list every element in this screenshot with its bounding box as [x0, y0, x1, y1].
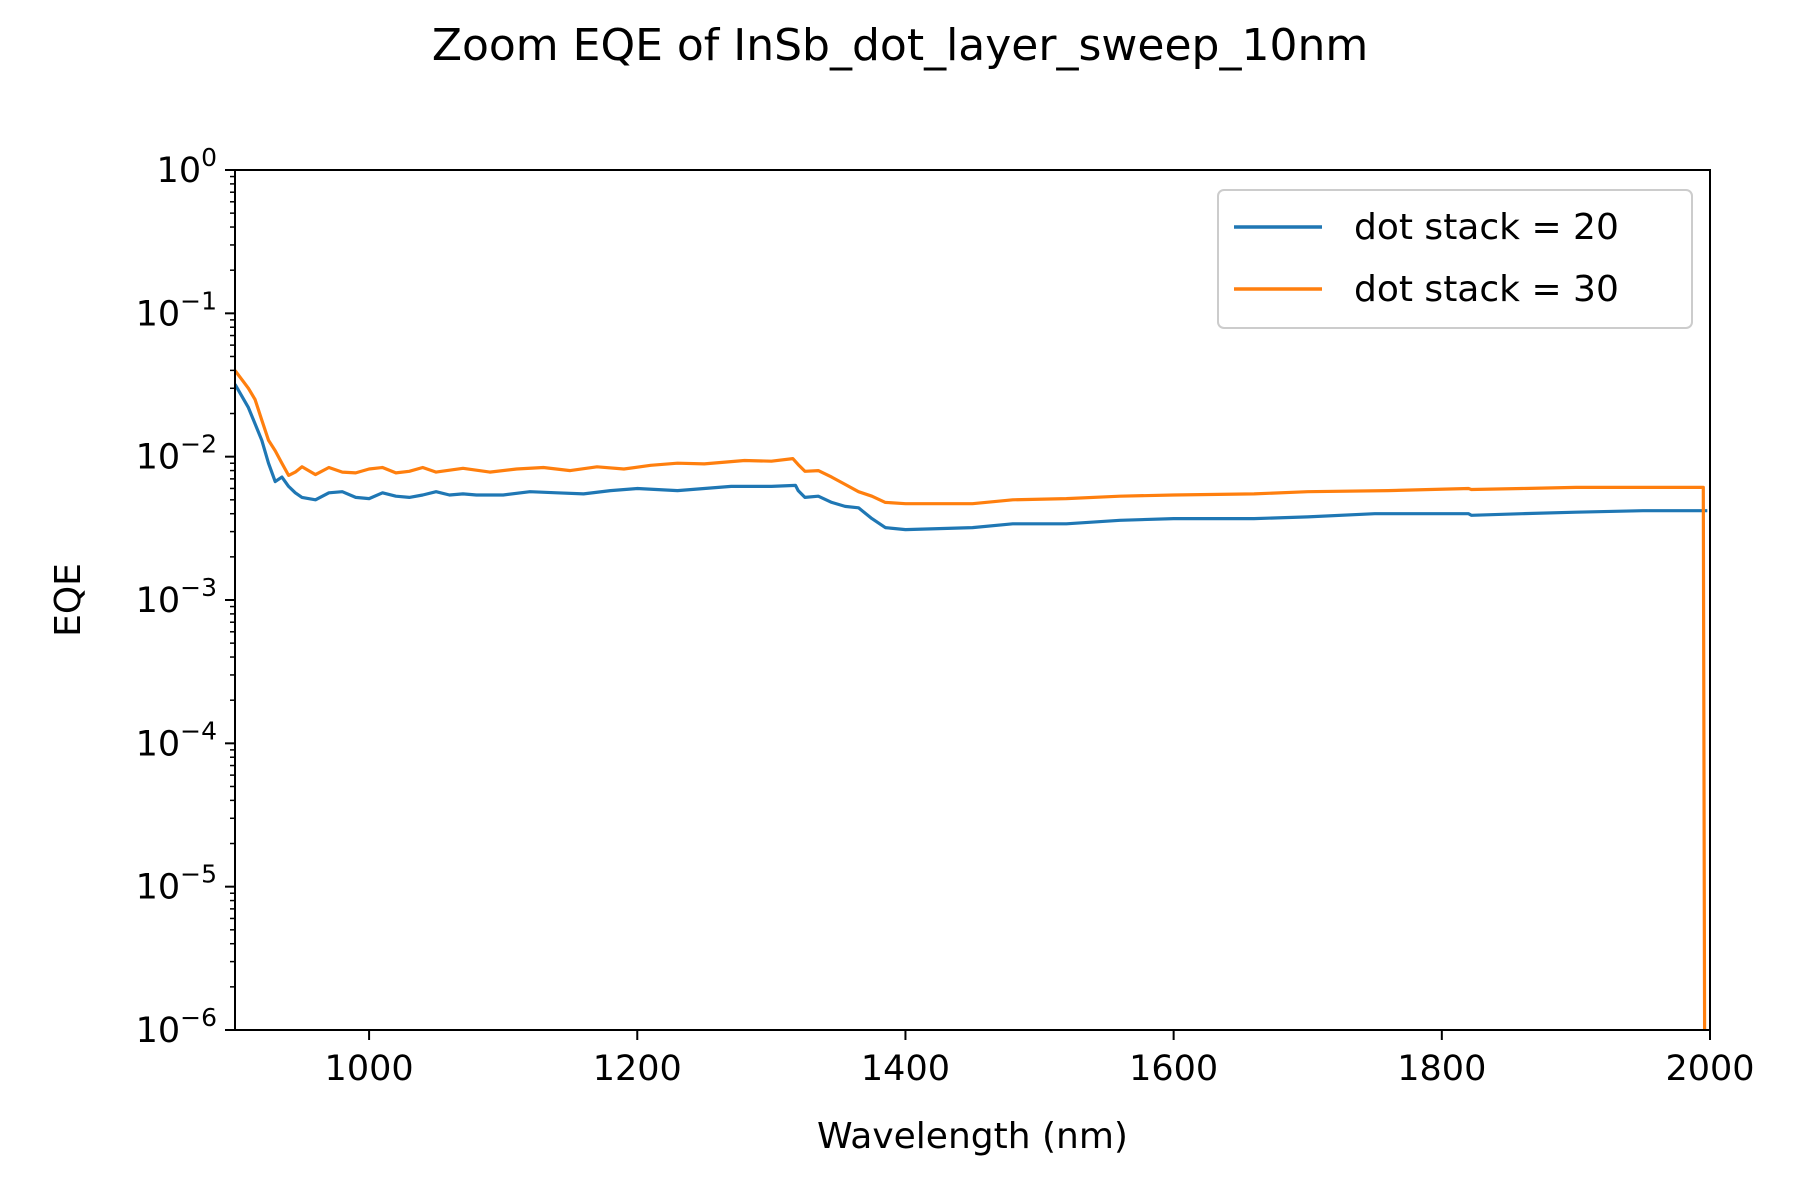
x-tick-label: 1600: [1129, 1049, 1218, 1089]
series-layer: [235, 369, 1708, 1030]
legend-box: [1217, 189, 1693, 329]
x-tick-label: 1800: [1397, 1049, 1486, 1089]
x-tick-label: 1400: [861, 1049, 950, 1089]
legend-label-1: dot stack = 20: [1354, 207, 1619, 248]
x-tick-label: 2000: [1665, 1049, 1754, 1089]
x-axis-ticks: 1000 1200 1400 1600 1800 2000: [325, 1030, 1755, 1089]
y-tick-label: 100: [157, 143, 217, 191]
y-tick-label: 10−4: [136, 716, 217, 764]
plot-frame: [234, 169, 1711, 1031]
series-line-1: [235, 383, 1708, 532]
series-line-2: [235, 369, 1707, 1030]
y-tick-label: 10−1: [136, 286, 217, 334]
y-tick-label: 10−3: [136, 573, 217, 621]
y-axis-ticks: 10−6 10−5 10−4 10−3 10−2 10−1 100: [136, 143, 235, 1051]
chart-title: Zoom EQE of InSb_dot_layer_sweep_10nm: [432, 20, 1368, 71]
x-axis-label: Wavelength (nm): [817, 1116, 1128, 1157]
x-tick-label: 1000: [325, 1049, 414, 1089]
y-tick-label: 10−6: [136, 1003, 217, 1051]
legend: dot stack = 20 dot stack = 30: [1217, 189, 1693, 329]
x-tick-label: 1200: [593, 1049, 682, 1089]
legend-label-2: dot stack = 30: [1354, 269, 1619, 310]
y-tick-label: 10−5: [136, 860, 217, 908]
y-axis-label: EQE: [48, 563, 89, 637]
y-tick-label: 10−2: [136, 430, 217, 478]
